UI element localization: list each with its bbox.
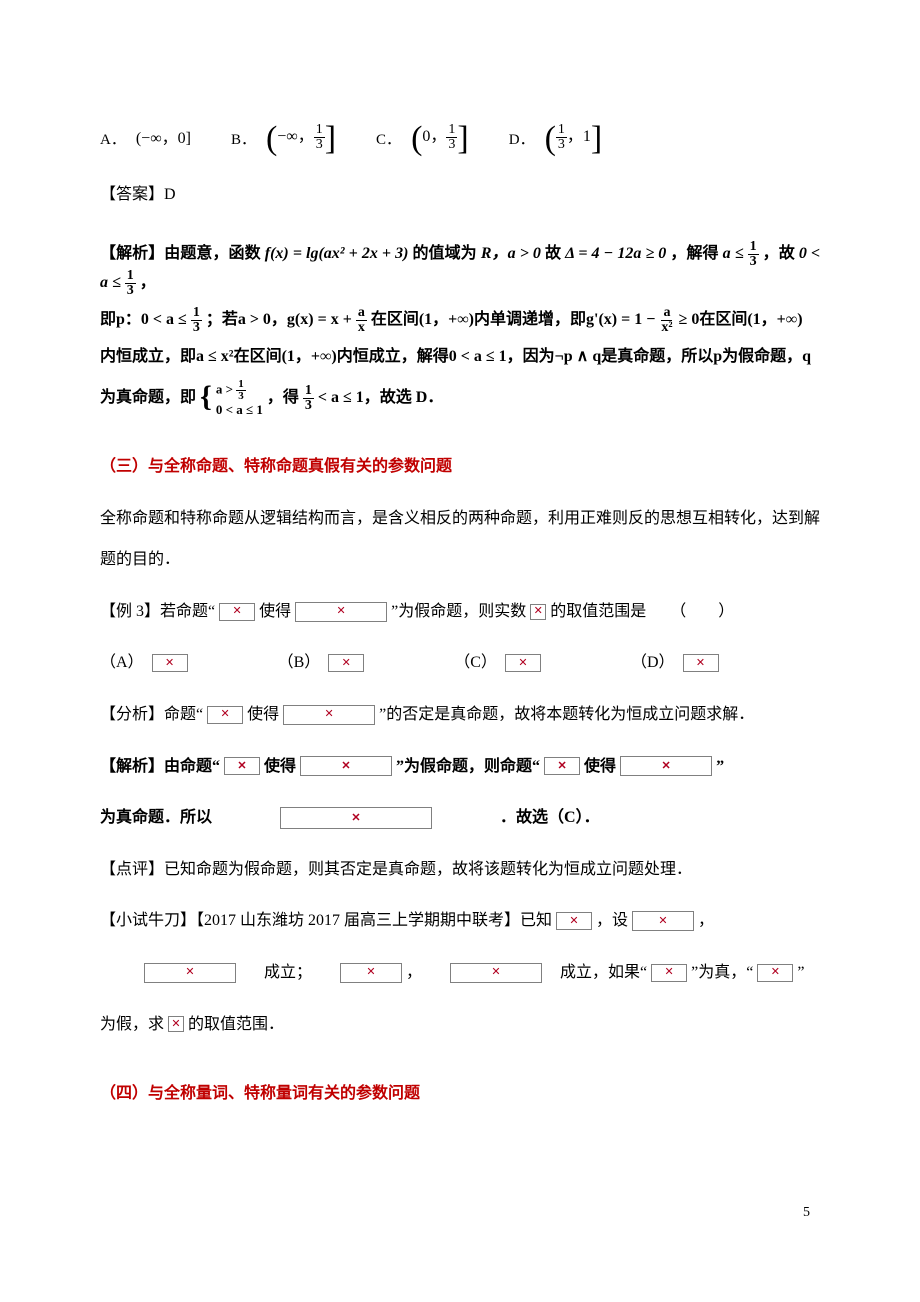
section-3-desc: 全称命题和特称命题从逻辑结构而言，是含义相反的两种命题，利用正难则反的思想互相转… [100,498,820,581]
broken-image-icon: ✕ [620,756,712,776]
cases-block: a > 13 0 < a ≤ 1 [216,379,263,418]
lparen-icon: ( [266,122,277,156]
analysis-line2: 即p：0 < a ≤ 13 ；若a > 0，g(x) = x + ax 在区间(… [100,306,820,335]
answer-options-row: A． (−∞，0] B． ( −∞， 13 ] C． ( 0， 13 ] D． … [100,120,820,154]
trial-question-l3: 为假，求 ✕ 的取值范围． [100,1004,820,1046]
brace-icon: { [200,382,212,412]
broken-image-icon: ✕ [757,964,793,982]
broken-image-icon: ✕ [651,964,687,982]
analysis-line1: 【解析】由题意，函数 f(x) = lg(ax² + 2x + 3) 的值域为 … [100,240,820,298]
example-3-question: 【例 3】若命题“ ✕ 使得 ✕ ”为假命题，则实数 ✕ 的取值范围是 （ ） [100,591,820,633]
answer-label: 【答案】D [100,174,820,216]
example-3-comment: 【点评】已知命题为假命题，则其否定是真命题，故将该题转化为恒成立问题处理． [100,849,820,891]
broken-image-icon: ✕ [224,757,260,775]
broken-image-icon: ✕ [280,807,432,829]
example-3-solution-l1: 【解析】由命题“ ✕ 使得 ✕ ”为假命题，则命题“ ✕ 使得 ✕ ” [100,746,820,788]
page-number: 5 [0,1205,920,1221]
option-B-label: B． [231,127,256,154]
example-3-analysis: 【分析】命题“ ✕ 使得 ✕ ”的否定是真命题，故将本题转化为恒成立问题求解． [100,694,820,736]
broken-image-icon: ✕ [168,1016,184,1032]
option-A-label: A． [100,127,126,154]
broken-image-icon: ✕ [505,654,541,672]
broken-image-icon: ✕ [300,756,392,776]
example-3-solution-l2: 为真命题．所以 ✕ ．故选（C）． [100,797,820,839]
section-4-title: （四）与全称量词、特称量词有关的参数问题 [100,1073,820,1115]
broken-image-icon: ✕ [144,963,236,983]
option-B-value: ( −∞， 13 ] [266,120,336,154]
broken-image-icon: ✕ [632,911,694,931]
broken-image-icon: ✕ [207,706,243,724]
broken-image-icon: ✕ [450,963,542,983]
option-A-value: (−∞，0] [136,125,191,154]
broken-image-icon: ✕ [683,654,719,672]
analysis-line3: 内恒成立，即a ≤ x²在区间(1，+∞)内恒成立，解得0 < a ≤ 1，因为… [100,343,820,372]
broken-image-icon: ✕ [544,757,580,775]
section-3-title: （三）与全称命题、特称命题真假有关的参数问题 [100,446,820,488]
page-content: A． (−∞，0] B． ( −∞， 13 ] C． ( 0， 13 ] D． … [0,0,920,1165]
broken-image-icon: ✕ [340,963,402,983]
broken-image-icon: ✕ [152,654,188,672]
broken-image-icon: ✕ [556,912,592,930]
example-3-options: （A）✕ （B）✕ （C）✕ （D）✕ [100,642,820,684]
broken-image-icon: ✕ [295,602,387,622]
analysis-line4: 为真命题，即 { a > 13 0 < a ≤ 1 ，得 13 < a ≤ 1，… [100,379,820,418]
option-D-value: ( 13 ，1 ] [545,120,603,154]
rbracket-icon: ] [325,122,336,156]
trial-question-l2: ✕ 成立； ✕ ， ✕ 成立，如果“ ✕ ”为真，“ ✕ ” [100,952,820,994]
broken-image-icon: ✕ [328,654,364,672]
option-D-label: D． [509,127,535,154]
broken-image-icon: ✕ [283,705,375,725]
trial-question-l1: 【小试牛刀】【2017 山东潍坊 2017 届高三上学期期中联考】已知 ✕ ，设… [100,900,820,942]
option-C-value: ( 0， 13 ] [411,120,469,154]
broken-image-icon: ✕ [219,603,255,621]
option-C-label: C． [376,127,401,154]
broken-image-icon: ✕ [530,604,546,620]
